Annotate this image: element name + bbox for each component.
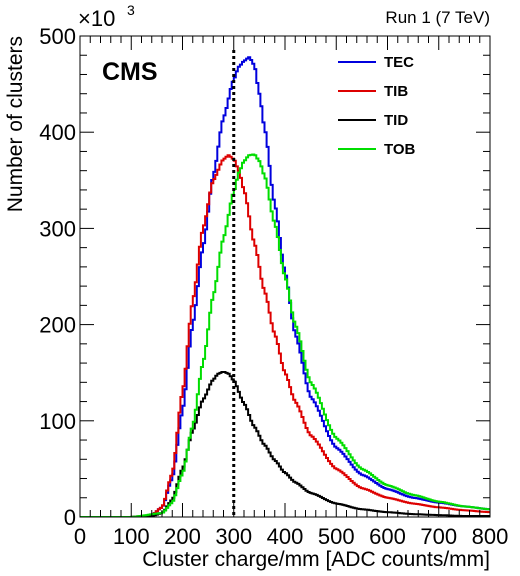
- y-multiplier: ×10: [78, 6, 115, 31]
- series-line-tob: [80, 153, 490, 517]
- series-line-tec: [80, 56, 490, 517]
- y-tick-label: 200: [39, 313, 76, 338]
- series-line-tid: [80, 371, 490, 517]
- legend-label-tob: TOB: [384, 141, 416, 158]
- series-line-tib: [80, 154, 490, 517]
- cms-label: CMS: [102, 58, 158, 86]
- legend-label-tib: TIB: [384, 83, 408, 100]
- x-tick-label: 100: [113, 524, 150, 549]
- x-tick-label: 0: [74, 524, 86, 549]
- x-axis-title: Cluster charge/mm [ADC counts/mm]: [142, 548, 490, 571]
- legend-label-tid: TID: [384, 112, 408, 129]
- series-layer: [80, 56, 490, 517]
- x-tick-label: 500: [318, 524, 355, 549]
- y-tick-label: 300: [39, 216, 76, 241]
- x-tick-label: 800: [472, 524, 509, 549]
- y-tick-label: 500: [39, 24, 76, 49]
- y-axis-title: Number of clusters: [4, 36, 27, 212]
- x-tick-label: 400: [267, 524, 304, 549]
- y-tick-label: 0: [64, 505, 76, 530]
- x-axis: 0 100 200 300 400 500 600 700 800: [74, 36, 508, 549]
- y-multiplier-exponent: 3: [127, 2, 135, 18]
- x-tick-label: 200: [164, 524, 201, 549]
- legend-label-tec: TEC: [384, 54, 414, 71]
- x-tick-label: 700: [420, 524, 457, 549]
- run-label: Run 1 (7 TeV): [385, 8, 490, 27]
- y-axis: 0 100 200 300 400 500: [39, 24, 490, 530]
- x-tick-label: 600: [369, 524, 406, 549]
- legend: TEC TIB TID TOB: [338, 54, 416, 158]
- y-tick-label: 400: [39, 120, 76, 145]
- y-tick-label: 100: [39, 409, 76, 434]
- x-tick-label: 300: [215, 524, 252, 549]
